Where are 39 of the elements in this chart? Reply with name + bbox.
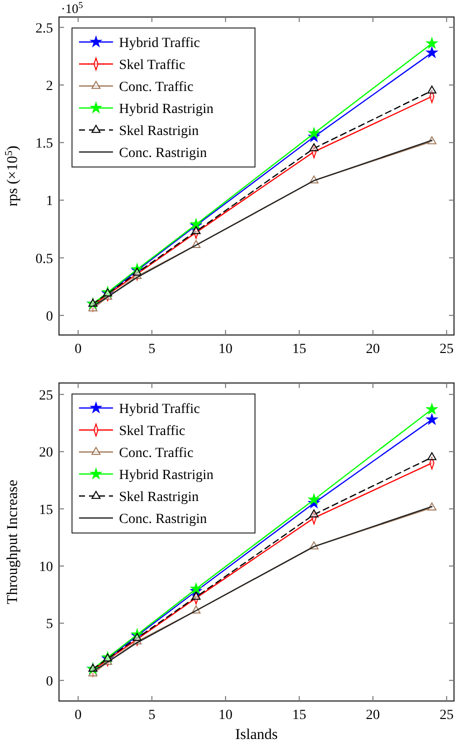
legend-label: Conc. Rastrigin — [119, 512, 207, 527]
x-tick-label: 15 — [292, 708, 306, 723]
text: ·10$^{5}$ — [61, 0, 84, 16]
y-tick-label: 0 — [46, 309, 53, 324]
x-tick-label: 5 — [148, 708, 156, 723]
x-tick-label: 25 — [440, 342, 454, 357]
x-tick-label: 0 — [74, 342, 82, 357]
y-tick-label: 0 — [46, 674, 53, 690]
legend-label: Conc. Traffic — [119, 446, 194, 461]
y-tick-label: 1.5 — [36, 136, 53, 152]
y-tick-label: 25 — [39, 388, 53, 404]
y-tick-label: 2.5 — [36, 21, 53, 36]
legend-label: Skel Traffic — [119, 58, 186, 73]
x-tick-label: 10 — [218, 342, 233, 357]
y-tick-label: 20 — [39, 446, 53, 461]
x-tick-label: 10 — [218, 708, 233, 723]
y-tick-label: 15 — [39, 502, 53, 518]
x-tick-label: 15 — [292, 342, 306, 357]
x-tick-label: 5 — [148, 342, 156, 357]
x-tick-label: 25 — [440, 708, 454, 723]
x-axis-title: Islands — [235, 727, 278, 743]
y-tick-label: 1 — [46, 194, 53, 210]
legend-label: Skel Rastrigin — [119, 124, 199, 139]
y-tick-label: 10 — [39, 560, 53, 576]
legend-label: Hybrid Rastrigin — [119, 102, 214, 117]
x-tick-label: 20 — [366, 342, 380, 357]
y-tick-label: 2 — [46, 78, 53, 94]
y-axis-title: Throughput Increase — [5, 479, 21, 604]
x-tick-label: 20 — [366, 708, 380, 723]
legend-label: Conc. Traffic — [119, 80, 194, 95]
y-tick-label: 0.5 — [36, 252, 53, 267]
y-tick-label: 5 — [46, 617, 53, 632]
legend-label: Skel Traffic — [119, 424, 186, 439]
legend-label: Conc. Rastrigin — [119, 146, 207, 161]
legend-label: Skel Rastrigin — [119, 490, 199, 505]
legend-label: Hybrid Rastrigin — [119, 468, 214, 483]
legend-label: Hybrid Traffic — [119, 36, 200, 51]
legend-label: Hybrid Traffic — [119, 402, 200, 417]
x-tick-label: 0 — [74, 708, 82, 723]
